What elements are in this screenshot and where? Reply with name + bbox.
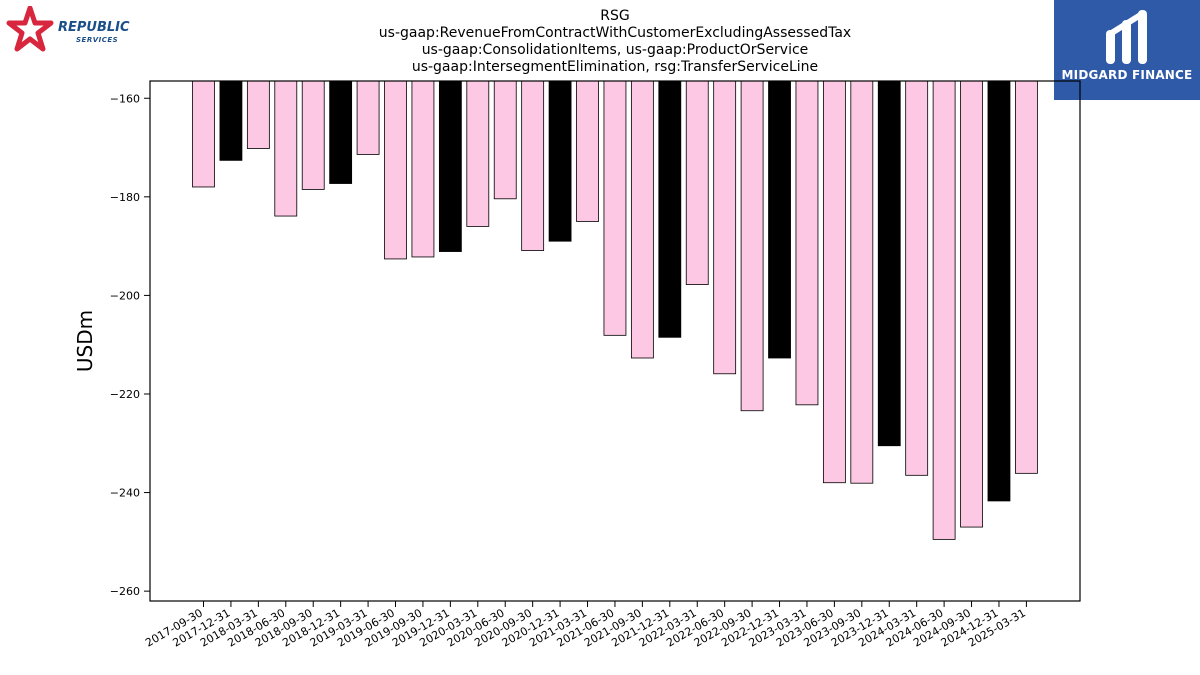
bar: [960, 80, 983, 528]
bar: [274, 80, 298, 217]
bar: [905, 80, 929, 476]
logo-word: REPUBLIC: [58, 20, 130, 35]
y-axis: −160 −180 −200 −220 −240 −260: [110, 92, 150, 598]
y-tick-label: −200: [110, 289, 140, 302]
bar: [301, 80, 325, 190]
chart-title-line: us-gaap:ConsolidationItems, us-gaap:Prod…: [422, 42, 809, 58]
bar: [795, 80, 819, 406]
bar: [466, 80, 490, 227]
y-tick-label: −240: [110, 487, 140, 500]
x-axis: 2017-09-302017-12-312018-03-312018-06-30…: [143, 601, 1028, 650]
bar: [411, 80, 435, 258]
bars: [192, 80, 1038, 540]
bar: [768, 80, 791, 359]
bar: [438, 80, 462, 252]
star-logo-icon: [6, 5, 54, 52]
bar: [246, 80, 270, 149]
bar: [630, 80, 654, 359]
bar: [658, 80, 682, 338]
republic-services-logo: REPUBLIC SERVICES: [6, 5, 146, 54]
bar: [192, 80, 215, 188]
bar: [987, 80, 1011, 502]
chart-title-line: RSG: [600, 8, 629, 24]
bar: [329, 80, 353, 184]
bar: [603, 80, 627, 336]
y-tick-label: −180: [110, 191, 140, 204]
y-axis-label: USDm: [73, 310, 97, 372]
bar: [740, 80, 764, 412]
bar: [493, 80, 517, 200]
bar: [548, 80, 572, 242]
chart-title-line: us-gaap:RevenueFromContractWithCustomerE…: [379, 25, 851, 41]
bar: [877, 80, 901, 447]
bar: [685, 80, 709, 285]
y-tick-label: −220: [110, 388, 140, 401]
bar: [521, 80, 545, 251]
chart-title: RSGus-gaap:RevenueFromContractWithCustom…: [379, 8, 851, 75]
logo-word: MIDGARD FINANCE: [1061, 68, 1193, 82]
bar: [576, 80, 599, 222]
bar: [932, 80, 956, 540]
bar: [384, 80, 407, 260]
bar: [1015, 80, 1038, 474]
y-tick-label: −160: [110, 92, 140, 105]
y-tick-label: −260: [110, 585, 140, 598]
logo-sub: SERVICES: [76, 36, 119, 44]
midgard-finance-logo: MIDGARD FINANCE: [1054, 0, 1200, 100]
chart-title-line: us-gaap:IntersegmentElimination, rsg:Tra…: [412, 59, 818, 75]
bar: [713, 80, 737, 375]
midgard-mark-icon: [1106, 10, 1147, 64]
bar: [356, 80, 380, 155]
bar: [822, 80, 846, 484]
bar: [219, 80, 243, 161]
bar: [850, 80, 874, 484]
